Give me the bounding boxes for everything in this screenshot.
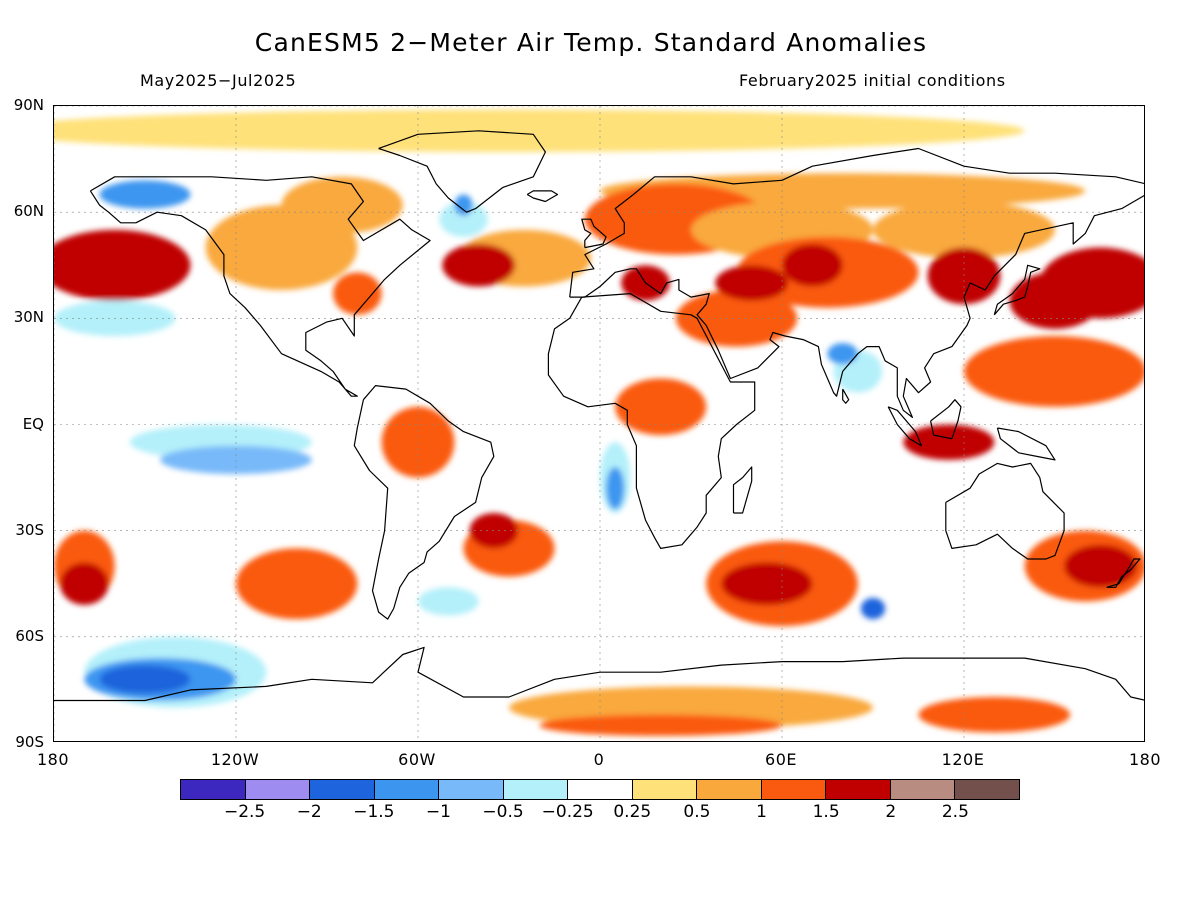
colorbar bbox=[180, 779, 1020, 800]
colorbar-swatch bbox=[245, 780, 311, 799]
anomaly-region-central-asia-extreme bbox=[782, 244, 843, 287]
colorbar-swatch bbox=[697, 780, 762, 799]
lat-tick-label: 90S bbox=[15, 733, 44, 751]
colorbar-swatch bbox=[826, 780, 891, 799]
anomaly-region-ross-sea-colder bbox=[99, 665, 191, 694]
anomaly-region-southeast-pacific-hot bbox=[236, 548, 358, 620]
colorbar-swatch bbox=[374, 780, 440, 799]
colorbar-tick-label: 0.25 bbox=[613, 802, 652, 822]
coastline-europe-asia bbox=[569, 147, 1144, 418]
anomaly-region-antarctic-coast-hot bbox=[539, 714, 782, 736]
anomaly-region-northern-canada-warm bbox=[281, 176, 403, 234]
map-canvas bbox=[54, 106, 1144, 741]
anomaly-region-labrador-sea-cold bbox=[454, 194, 473, 216]
lon-tick-label: 180 bbox=[1128, 750, 1162, 769]
anomaly-region-antarctic-coast-warm bbox=[918, 696, 1071, 733]
coastline-uk-ireland bbox=[581, 218, 607, 249]
anomaly-region-west-pacific-warm bbox=[964, 336, 1144, 407]
anomaly-region-south-pacific-west-extreme bbox=[60, 562, 109, 605]
anomaly-region-labrador-sea-cool bbox=[439, 201, 488, 237]
coastline-borneo bbox=[930, 399, 962, 440]
forecast-period: May2025−Jul2025 bbox=[140, 71, 297, 90]
coastline-africa bbox=[547, 293, 756, 549]
colorbar-tick-label: −0.25 bbox=[541, 802, 594, 822]
anomaly-region-east-pacific-cold bbox=[160, 445, 312, 475]
colorbar-swatch bbox=[632, 780, 698, 799]
coastlines bbox=[54, 130, 1144, 702]
colorbar-swatch bbox=[181, 780, 246, 799]
anomaly-region-southwest-pacific-extreme bbox=[1064, 544, 1137, 588]
lat-tick-label: EQ bbox=[22, 414, 44, 433]
anomaly-region-north-atlantic-hot bbox=[442, 244, 516, 287]
colorbar-tick-label: −0.5 bbox=[482, 802, 524, 822]
chart-title: CanESM5 2−Meter Air Temp. Standard Anoma… bbox=[254, 28, 928, 57]
anomaly-region-southwest-africa-cold bbox=[606, 466, 625, 510]
anomaly-region-central-africa-hot bbox=[615, 378, 707, 436]
lon-tick-label: 60W bbox=[398, 750, 436, 769]
colorbar-tick-label: −2.5 bbox=[223, 802, 266, 822]
lat-tick-label: 60S bbox=[15, 626, 44, 645]
coastline-antarctica bbox=[54, 646, 1144, 702]
coastline-sri-lanka bbox=[842, 388, 850, 404]
colorbar-swatch bbox=[955, 780, 1019, 799]
anomaly-region-indian-ocean-cold bbox=[827, 343, 858, 365]
lat-tick-label: 30N bbox=[13, 308, 44, 327]
coastline-iceland bbox=[526, 190, 559, 203]
colorbar-swatch bbox=[890, 780, 956, 799]
colorbar-swatch bbox=[503, 780, 569, 799]
anomaly-region-eastern-us-hot bbox=[333, 272, 382, 315]
colorbar-tick-label: −2 bbox=[296, 802, 322, 822]
anomaly-region-north-pacific-hot bbox=[54, 229, 191, 301]
lat-tick-label: 30S bbox=[15, 520, 44, 539]
coastline-south-america bbox=[353, 385, 495, 620]
colorbar-tick-label: 2 bbox=[885, 802, 897, 822]
lon-tick-label: 0 bbox=[593, 750, 605, 769]
lon-tick-label: 120E bbox=[941, 750, 985, 769]
anomaly-map bbox=[53, 105, 1145, 742]
anomaly-region-south-indian-cold bbox=[860, 597, 886, 620]
coastline-new-guinea bbox=[996, 427, 1056, 461]
coastline-sumatra bbox=[887, 406, 923, 447]
coastline-japan bbox=[993, 264, 1041, 316]
colorbar-tick-label: 0.5 bbox=[683, 802, 711, 822]
coastline-greenland bbox=[378, 130, 546, 213]
colorbar-tick-label: −1.5 bbox=[353, 802, 395, 822]
graticule bbox=[54, 106, 1144, 741]
anomaly-region-gulf-of-alaska-cold bbox=[99, 180, 191, 209]
coastline-new-zealand bbox=[1106, 558, 1141, 588]
anomaly-region-japan-sea-hot bbox=[1009, 272, 1101, 329]
coastline-north-america bbox=[89, 176, 431, 397]
initial-conditions-label: February2025 initial conditions bbox=[739, 71, 1006, 90]
colorbar-tick-label: 1 bbox=[756, 802, 767, 822]
anomaly-region-west-asia-hot bbox=[715, 265, 789, 301]
colorbar-swatch bbox=[310, 780, 375, 799]
colorbar-tick-label: −1 bbox=[425, 802, 451, 822]
lat-tick-label: 90N bbox=[13, 96, 44, 114]
lat-tick-label: 60N bbox=[13, 202, 44, 221]
anomaly-region-maritime-continent-hot bbox=[903, 424, 995, 460]
coastline-australia bbox=[945, 462, 1065, 560]
anomaly-region-southern-indian-extreme bbox=[721, 562, 813, 605]
colorbar-swatch bbox=[439, 780, 504, 799]
lon-tick-label: 180 bbox=[36, 750, 70, 769]
anomaly-region-arctic-ocean bbox=[54, 109, 1025, 152]
colorbar-swatch bbox=[568, 780, 633, 799]
lon-tick-label: 120W bbox=[210, 750, 260, 769]
anomaly-region-siberia-warm bbox=[873, 201, 1055, 259]
coastline-madagascar bbox=[732, 466, 753, 514]
colorbar-swatch bbox=[761, 780, 827, 799]
colorbar-tick-label: 2.5 bbox=[941, 802, 969, 822]
lon-tick-label: 60E bbox=[765, 750, 797, 769]
colorbar-tick-label: 1.5 bbox=[812, 802, 840, 822]
anomaly-region-south-atlantic-cool bbox=[418, 587, 479, 616]
